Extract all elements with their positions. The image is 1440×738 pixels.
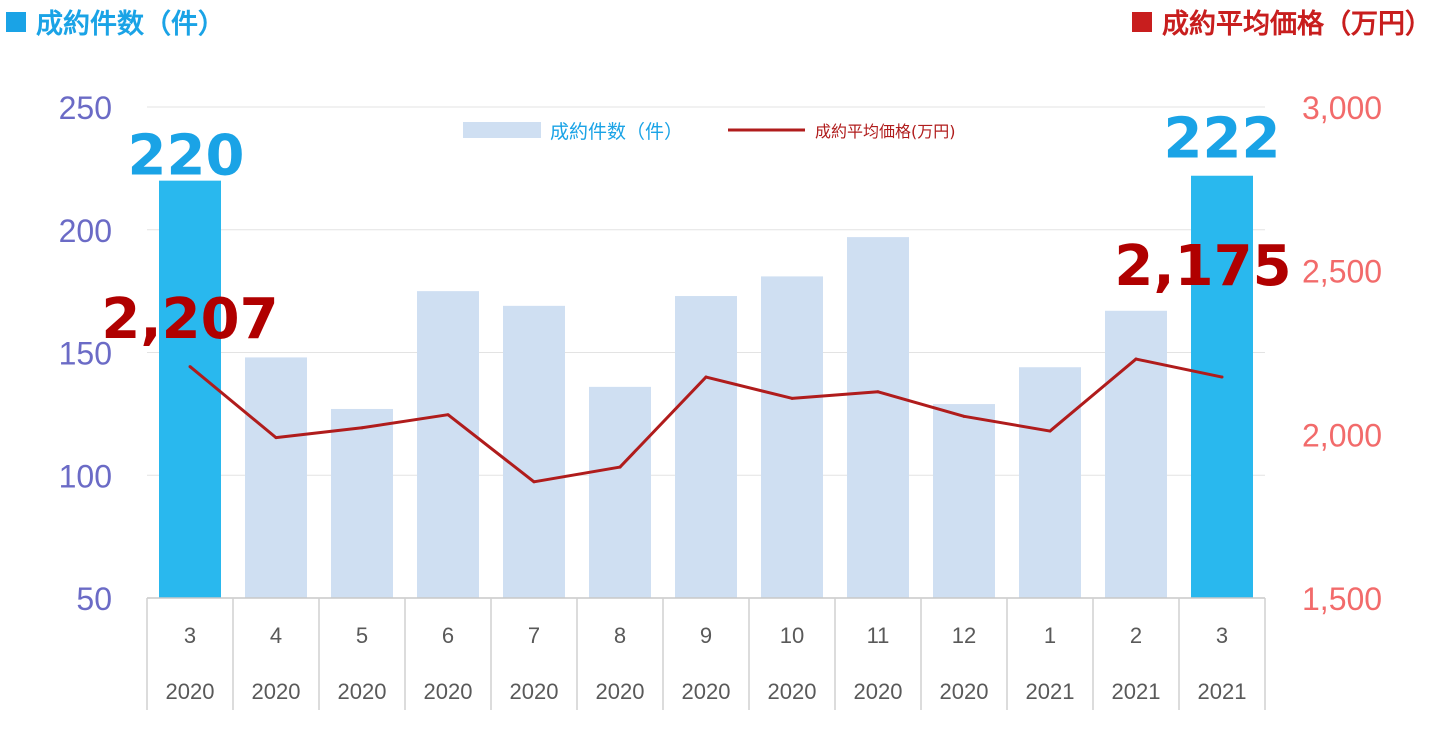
month-tick-label: 5: [356, 623, 368, 648]
year-tick-label: 2020: [424, 679, 473, 704]
right-axis-tick: 1,500: [1302, 581, 1382, 617]
year-tick-label: 2021: [1112, 679, 1161, 704]
year-tick-label: 2021: [1198, 679, 1247, 704]
bar: [331, 408, 393, 598]
right-axis-title-text: 成約平均価格（万円）: [1162, 9, 1432, 40]
month-tick-label: 2: [1130, 623, 1142, 648]
month-tick-label: 9: [700, 623, 712, 648]
month-tick-label: 4: [270, 623, 282, 648]
line-point: [962, 414, 966, 418]
line-point: [790, 396, 794, 400]
month-tick-label: 6: [442, 623, 454, 648]
bar: [933, 404, 995, 598]
year-tick-label: 2020: [510, 679, 559, 704]
legend-bar-swatch: [463, 122, 541, 138]
red-square-icon: [1132, 12, 1152, 32]
line-point: [618, 465, 622, 469]
bar: [503, 305, 565, 598]
year-tick-label: 2020: [854, 679, 903, 704]
bar: [589, 386, 651, 598]
year-tick-label: 2020: [768, 679, 817, 704]
line-point: [1134, 357, 1138, 361]
right-axis-tick: 2,500: [1302, 254, 1382, 290]
bar-data-label-last: 222: [1164, 107, 1281, 172]
line-data-label-first: 2,207: [101, 287, 278, 352]
right-axis-tick: 2,000: [1302, 417, 1382, 453]
line-point: [876, 390, 880, 394]
line-point: [1220, 375, 1224, 379]
bar: [847, 237, 909, 599]
bar: [1019, 367, 1081, 598]
bar-data-label-first: 220: [128, 124, 245, 189]
year-tick-label: 2020: [682, 679, 731, 704]
year-tick-label: 2020: [252, 679, 301, 704]
line-point: [1048, 429, 1052, 433]
blue-square-icon: [6, 12, 26, 32]
bar: [761, 276, 823, 598]
left-axis-tick: 150: [59, 336, 112, 372]
line-point: [446, 413, 450, 417]
line-point: [188, 365, 192, 369]
year-tick-label: 2020: [940, 679, 989, 704]
left-axis-tick: 200: [59, 213, 112, 249]
year-tick-label: 2021: [1026, 679, 1075, 704]
bar: [1191, 175, 1253, 599]
line-point: [704, 375, 708, 379]
bar: [245, 357, 307, 598]
month-tick-label: 3: [1216, 623, 1228, 648]
bar: [417, 291, 479, 598]
left-axis-tick: 250: [59, 90, 112, 126]
month-tick-label: 1: [1044, 623, 1056, 648]
month-tick-label: 10: [780, 623, 804, 648]
left-axis-tick: 100: [59, 458, 112, 494]
month-tick-label: 12: [952, 623, 976, 648]
line-data-label-last: 2,175: [1114, 234, 1291, 299]
line-point: [274, 436, 278, 440]
bar: [159, 180, 221, 598]
month-tick-label: 3: [184, 623, 196, 648]
month-tick-label: 11: [867, 623, 890, 648]
bar: [675, 296, 737, 598]
year-tick-label: 2020: [596, 679, 645, 704]
left-axis-title-text: 成約件数（件）: [36, 9, 225, 40]
legend-line-label: 成約平均価格(万円): [815, 122, 956, 141]
year-tick-label: 2020: [166, 679, 215, 704]
right-axis-tick: 3,000: [1302, 90, 1382, 126]
left-axis-tick: 50: [76, 581, 112, 617]
month-tick-label: 7: [528, 623, 540, 648]
month-tick-label: 8: [614, 623, 626, 648]
left-axis-title: 成約件数（件）: [6, 2, 225, 41]
bar: [1105, 310, 1167, 598]
line-point: [532, 480, 536, 484]
right-axis-title: 成約平均価格（万円）: [1132, 2, 1432, 41]
line-point: [360, 426, 364, 430]
legend-bar-label: 成約件数（件）: [550, 121, 683, 143]
year-tick-label: 2020: [338, 679, 387, 704]
